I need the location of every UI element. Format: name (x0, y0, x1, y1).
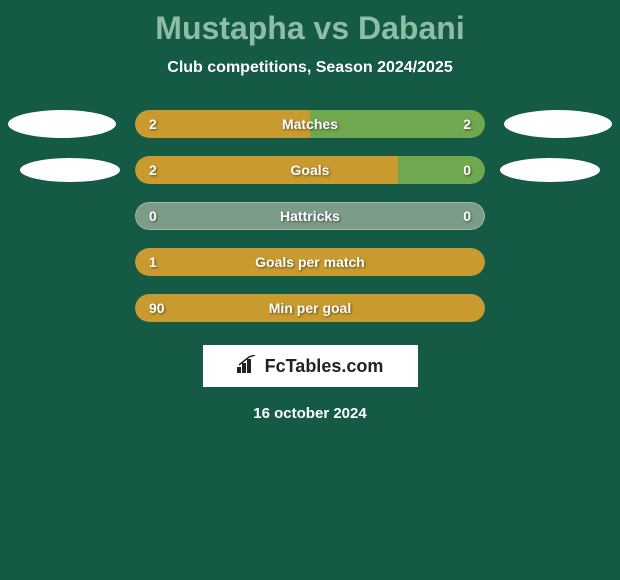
stat-value-left: 1 (149, 254, 157, 270)
stat-label: Matches (282, 116, 338, 132)
logo-box: FcTables.com (203, 345, 418, 387)
date-label: 16 october 2024 (0, 405, 620, 422)
main-container: Mustapha vs Dabani Club competitions, Se… (0, 0, 620, 422)
stat-value-right: 2 (463, 116, 471, 132)
stat-bar: Goals per match 1 (135, 248, 485, 276)
stat-value-left: 2 (149, 162, 157, 178)
stat-bar: Min per goal 90 (135, 294, 485, 322)
stat-row: Goals 2 0 (0, 153, 620, 187)
bar-left-segment (135, 156, 398, 184)
bars-area: Matches 2 2 Goals 2 0 Hattricks 0 0 Goals per mat… (0, 107, 620, 325)
stat-value-right: 0 (463, 162, 471, 178)
bar-right-segment (398, 156, 486, 184)
logo-text: FcTables.com (265, 356, 384, 377)
player-left-marker (8, 110, 116, 138)
stat-label: Hattricks (280, 208, 340, 224)
stat-row: Hattricks 0 0 (0, 199, 620, 233)
subtitle: Club competitions, Season 2024/2025 (0, 59, 620, 77)
player-left-marker (20, 158, 120, 182)
stat-bar: Hattricks 0 0 (135, 202, 485, 230)
page-title: Mustapha vs Dabani (0, 10, 620, 47)
player-right-marker (504, 110, 612, 138)
player-right-marker (500, 158, 600, 182)
stat-value-left: 0 (149, 208, 157, 224)
stat-row: Goals per match 1 (0, 245, 620, 279)
stat-bar: Matches 2 2 (135, 110, 485, 138)
stat-value-right: 0 (463, 208, 471, 224)
stat-value-left: 2 (149, 116, 157, 132)
stat-label: Goals per match (255, 254, 365, 270)
stat-label: Min per goal (269, 300, 351, 316)
chart-icon (237, 355, 259, 378)
stat-bar: Goals 2 0 (135, 156, 485, 184)
stat-row: Matches 2 2 (0, 107, 620, 141)
stat-row: Min per goal 90 (0, 291, 620, 325)
logo-container: FcTables.com (0, 345, 620, 387)
stat-label: Goals (291, 162, 330, 178)
stat-value-left: 90 (149, 300, 165, 316)
